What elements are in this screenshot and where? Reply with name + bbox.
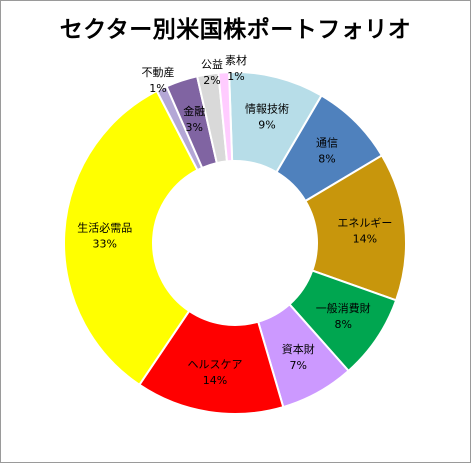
slice-value-公益: 2% <box>203 74 220 87</box>
slice-label-通信: 通信 <box>316 136 338 149</box>
slice-label-不動産: 不動産 <box>142 65 175 79</box>
slice-value-一般消費財: 8% <box>334 318 351 331</box>
slice-value-金融: 3% <box>186 121 203 134</box>
slice-value-素材: 1% <box>227 70 244 83</box>
labels-layer: 情報技術 9% 通信 8% エネルギー 14% 一般消費財 8% 資本財 7% ヘルスケア 14% 生活… <box>77 53 392 387</box>
slice-value-情報技術: 9% <box>258 118 275 131</box>
slice-value-ヘルスケア: 14% <box>203 374 227 387</box>
slices-layer <box>63 71 407 415</box>
slice-label-ヘルスケア: ヘルスケア <box>188 358 243 371</box>
slice-value-通信: 8% <box>318 152 335 165</box>
slice-label-資本財: 資本財 <box>282 342 315 356</box>
slice-label-公益: 公益 <box>201 57 223 71</box>
slice-label-情報技術: 情報技術 <box>245 102 289 115</box>
slice-label-素材: 素材 <box>225 53 247 67</box>
slice-label-生活必需品: 生活必需品 <box>77 220 132 234</box>
chart-title: セクター別米国株ポートフォリオ <box>59 17 412 43</box>
slice-生活必需品 <box>63 89 199 387</box>
slice-素材 <box>217 71 234 163</box>
slice-label-一般消費財: 一般消費財 <box>316 301 371 315</box>
slice-value-資本財: 7% <box>290 359 307 372</box>
slice-value-エネルギー: 14% <box>353 232 377 245</box>
slice-label-エネルギー: エネルギー <box>337 216 392 229</box>
slice-label-金融: 金融 <box>183 104 205 118</box>
slice-value-不動産: 1% <box>149 82 166 95</box>
slice-value-生活必需品: 33% <box>93 237 117 250</box>
